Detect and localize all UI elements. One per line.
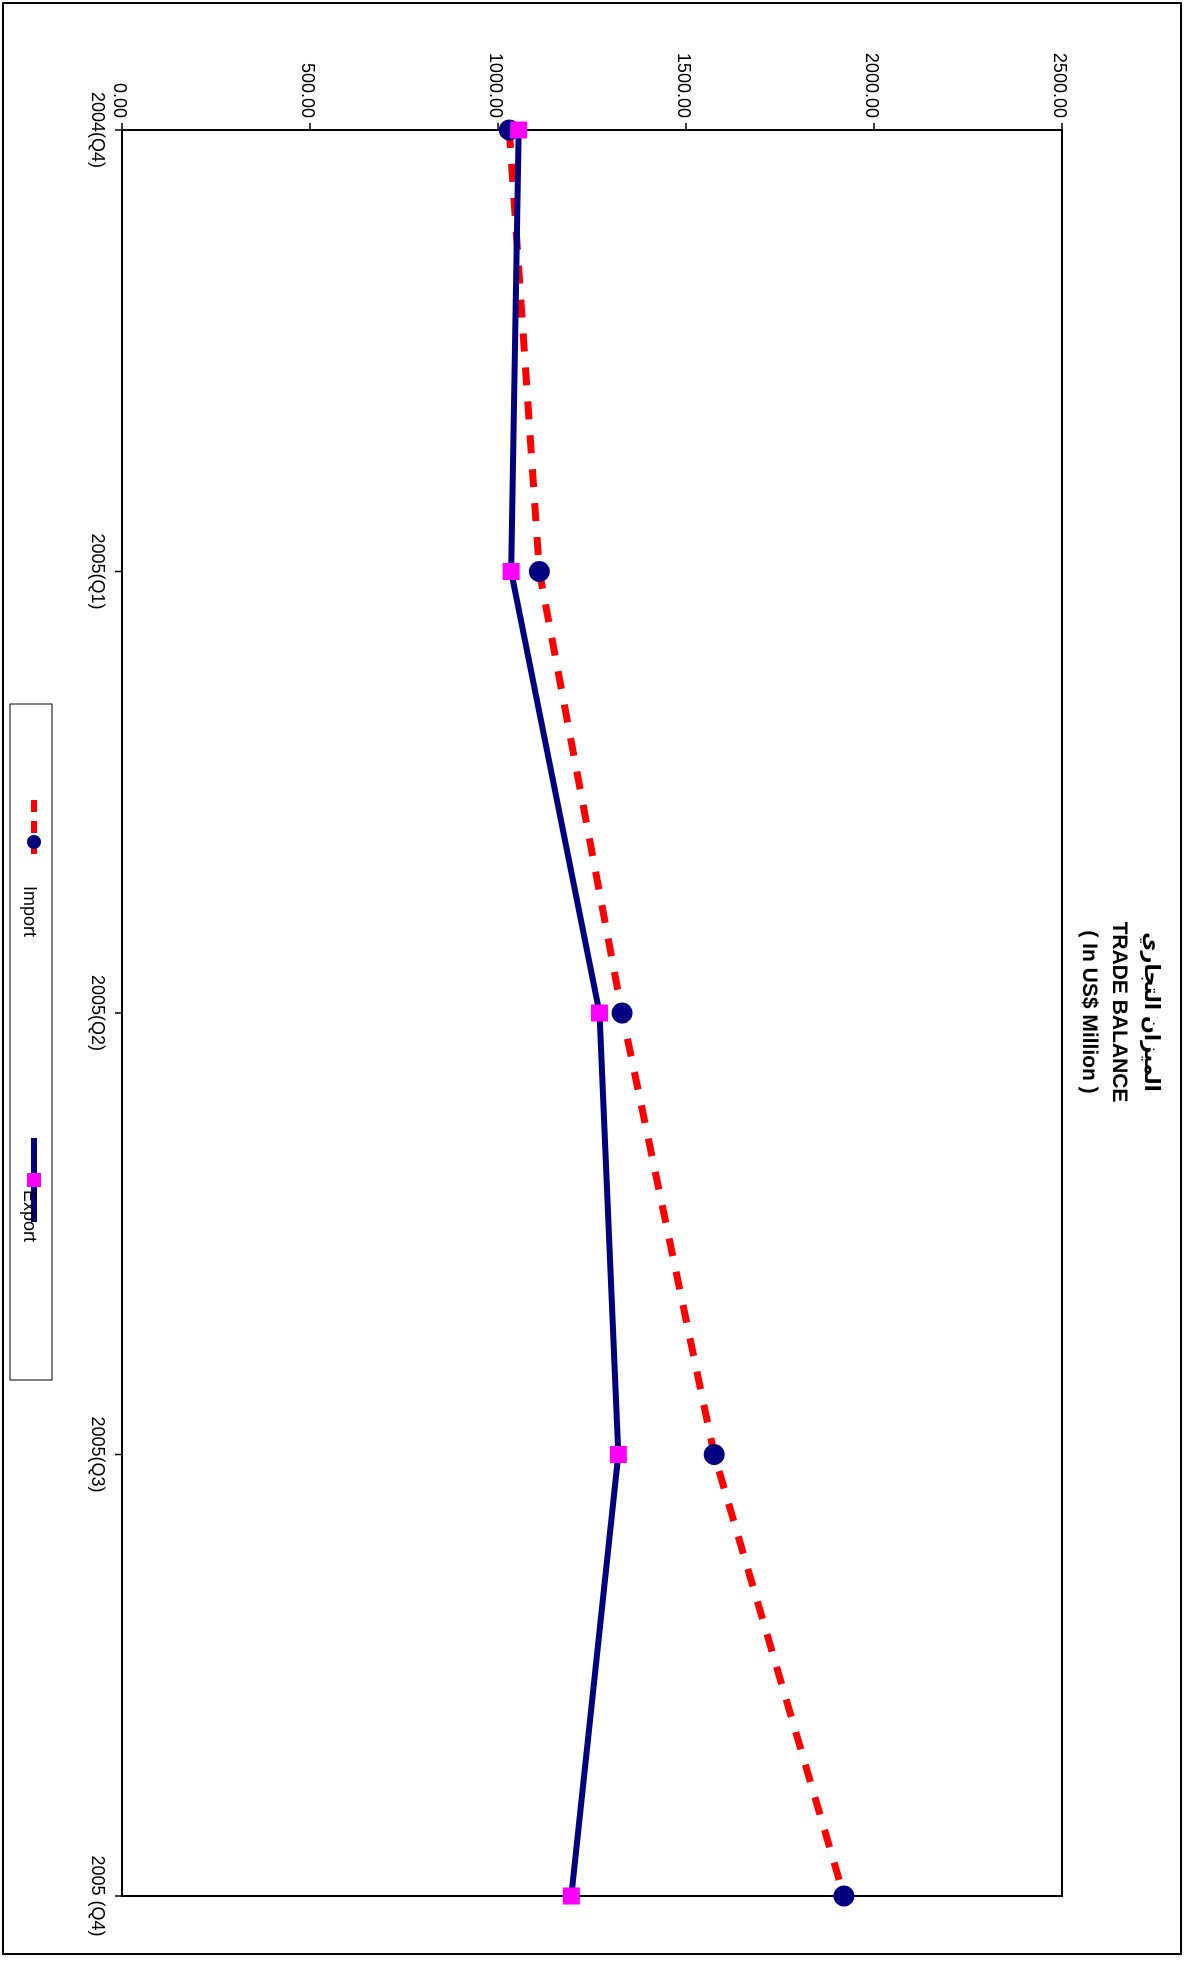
legend: Import Export [9,703,53,1381]
export-point [502,563,520,580]
category-tick-label: 2005(Q3) [88,1416,108,1492]
value-tick-label: 0.00 [110,83,130,118]
value-tick-label: 2000.00 [862,53,882,118]
title-group: الميزان التجاري TRADE BALANCE ( In US$ M… [1078,922,1163,1103]
value-tick-label: 500.00 [298,63,318,118]
value-axis-ticks: 0.00 500.00 1000.00 1500.00 2000.00 2500.00 [110,53,1070,130]
category-tick-label: 2005(Q2) [88,975,108,1051]
value-tick-label: 2500.00 [1050,53,1070,118]
export-point [562,1887,580,1905]
chart-subtitle: TRADE BALANCE [1108,922,1131,1103]
value-tick-label: 1000.00 [486,53,506,118]
legend-box [9,703,53,1381]
legend-import-label: Import [20,886,40,937]
import-point [703,1444,725,1465]
export-point [609,1446,627,1463]
category-tick-label: 2004(Q4) [88,92,108,168]
value-tick-label: 1500.00 [674,53,694,118]
chart-title: الميزان التجاري [1139,932,1163,1092]
import-point [833,1885,855,1907]
series-layer [498,119,855,1907]
import-point [611,1002,633,1024]
import-point [528,561,550,582]
legend-import-marker [27,835,41,849]
category-tick-label: 2005 (Q4) [88,1855,108,1936]
legend-export-label: Export [20,1190,40,1242]
legend-export-marker [27,1173,41,1187]
category-axis-ticks: 2004(Q4) 2005(Q1) 2005(Q2) 2005(Q3) 2005 (Q4… [88,92,122,1937]
export-point [510,121,528,139]
chart-unit-label: ( In US$ Million ) [1078,930,1101,1093]
export-point [591,1004,609,1022]
category-tick-label: 2005(Q1) [88,533,108,609]
